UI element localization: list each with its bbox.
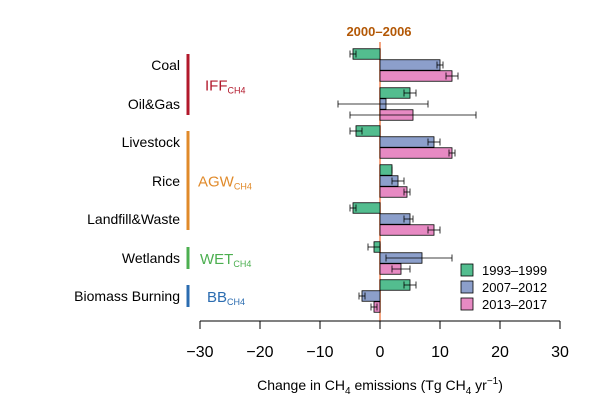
- x-axis-label: Change in CH4 emissions (Tg CH4 yr−1): [257, 376, 503, 397]
- category-label: Rice: [152, 173, 180, 189]
- bar: [379, 59, 441, 71]
- category-label: Oil&Gas: [128, 96, 180, 112]
- x-tick-label: 20: [491, 344, 509, 361]
- bar: [379, 147, 453, 159]
- bar: [379, 70, 453, 82]
- reference-period-label: 2000–2006: [346, 24, 411, 39]
- legend: 1993–1999 2007–2012 2013–2017: [460, 263, 547, 312]
- legend-swatch: [460, 263, 474, 277]
- bar: [379, 186, 408, 198]
- x-tick-label: −30: [186, 344, 213, 361]
- x-tick-label: 10: [431, 344, 449, 361]
- category-label: Wetlands: [122, 250, 180, 266]
- x-tick-label: −20: [246, 344, 273, 361]
- legend-swatch: [460, 297, 474, 311]
- bar: [379, 224, 435, 236]
- category-label: Coal: [151, 57, 180, 73]
- legend-label: 2013–2017: [482, 297, 547, 312]
- bar: [379, 136, 435, 148]
- bar: [352, 48, 381, 60]
- legend-swatch: [460, 280, 474, 294]
- x-tick-label: 30: [551, 344, 569, 361]
- bar: [352, 202, 381, 214]
- group-label: WETCH4: [200, 251, 251, 269]
- bar: [379, 164, 393, 176]
- group-label: BBCH4: [207, 289, 245, 307]
- x-axis: −30 −20 −10 0 10 20 30: [186, 320, 569, 361]
- bars: [352, 48, 453, 313]
- category-labels: Coal Oil&Gas Livestock Rice Landfill&Waste We…: [74, 57, 181, 304]
- category-label: Livestock: [122, 134, 181, 150]
- legend-label: 2007–2012: [482, 280, 547, 295]
- category-label: Landfill&Waste: [87, 211, 180, 227]
- group-label: AGWCH4: [198, 174, 252, 192]
- group-labels: IFFCH4 AGWCH4 WETCH4 BBCH4: [198, 78, 252, 308]
- x-tick-label: −10: [306, 344, 333, 361]
- legend-label: 1993–1999: [482, 263, 547, 278]
- x-tick-label: 0: [376, 344, 385, 361]
- category-label: Biomass Burning: [74, 288, 180, 304]
- group-label: IFFCH4: [205, 78, 246, 96]
- error-bars: [337, 50, 477, 311]
